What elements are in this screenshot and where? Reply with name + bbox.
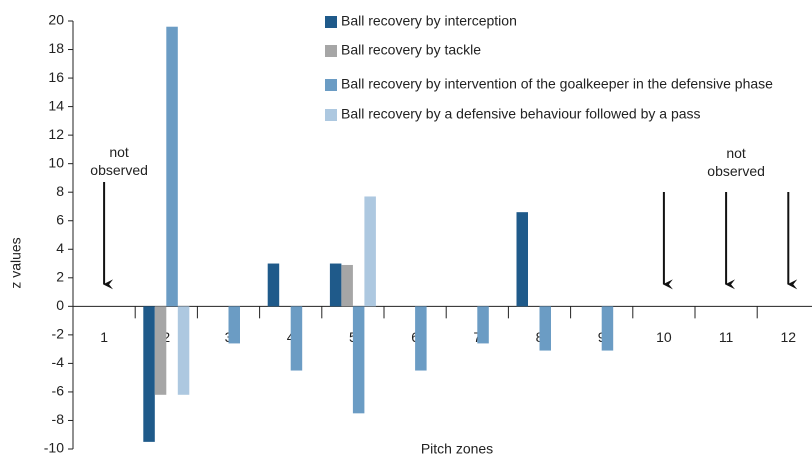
- x-tick-label: 1: [100, 329, 108, 345]
- legend-label: Ball recovery by intervention of the goa…: [341, 76, 773, 92]
- y-tick-label: 8: [56, 183, 64, 199]
- y-tick-label: -4: [52, 354, 65, 370]
- bar: [516, 212, 528, 307]
- x-tick-label: 10: [656, 329, 672, 345]
- y-tick-label: 14: [48, 97, 64, 113]
- y-tick-label: -8: [52, 411, 65, 427]
- annotation: not observed: [707, 145, 765, 179]
- bar: [601, 306, 614, 351]
- bar: [352, 306, 365, 414]
- bar: [166, 26, 178, 307]
- x-axis-label: Pitch zones: [421, 441, 493, 457]
- y-tick-label: 20: [48, 12, 64, 28]
- legend-label: Ball recovery by interception: [341, 13, 517, 29]
- y-tick-label: 2: [56, 269, 64, 285]
- y-tick-label: 4: [56, 240, 64, 256]
- bar: [154, 306, 167, 395]
- bar: [143, 306, 155, 442]
- bar: [415, 306, 427, 371]
- y-tick-label: -10: [44, 440, 64, 456]
- x-tick-label: 12: [781, 329, 797, 345]
- y-tick-label: 10: [48, 154, 64, 170]
- bar: [329, 263, 342, 307]
- x-tick-label: 11: [719, 329, 734, 345]
- bar: [267, 263, 280, 307]
- legend-swatch: [325, 109, 337, 121]
- y-tick-label: 12: [48, 126, 64, 142]
- y-tick-label: 0: [56, 297, 64, 313]
- y-tick-label: 6: [56, 211, 64, 227]
- bar: [364, 196, 376, 307]
- legend-label: Ball recovery by tackle: [341, 42, 481, 58]
- y-tick-label: 18: [48, 40, 64, 56]
- bar: [341, 264, 353, 307]
- bar: [228, 306, 240, 344]
- bar: [477, 306, 489, 344]
- bar: [290, 306, 303, 371]
- y-tick-label: -2: [52, 326, 65, 342]
- y-tick-label: 16: [48, 69, 64, 85]
- bar: [539, 306, 551, 351]
- bar: [177, 306, 190, 395]
- legend-swatch: [325, 79, 337, 91]
- x-tick-label: 2: [162, 329, 170, 345]
- y-axis-label: z values: [8, 237, 24, 288]
- legend-label: Ball recovery by a defensive behaviour f…: [341, 106, 701, 122]
- legend-swatch: [325, 16, 337, 28]
- y-tick-label: -6: [52, 383, 65, 399]
- legend-swatch: [325, 45, 337, 57]
- annotation: not observed: [90, 144, 148, 178]
